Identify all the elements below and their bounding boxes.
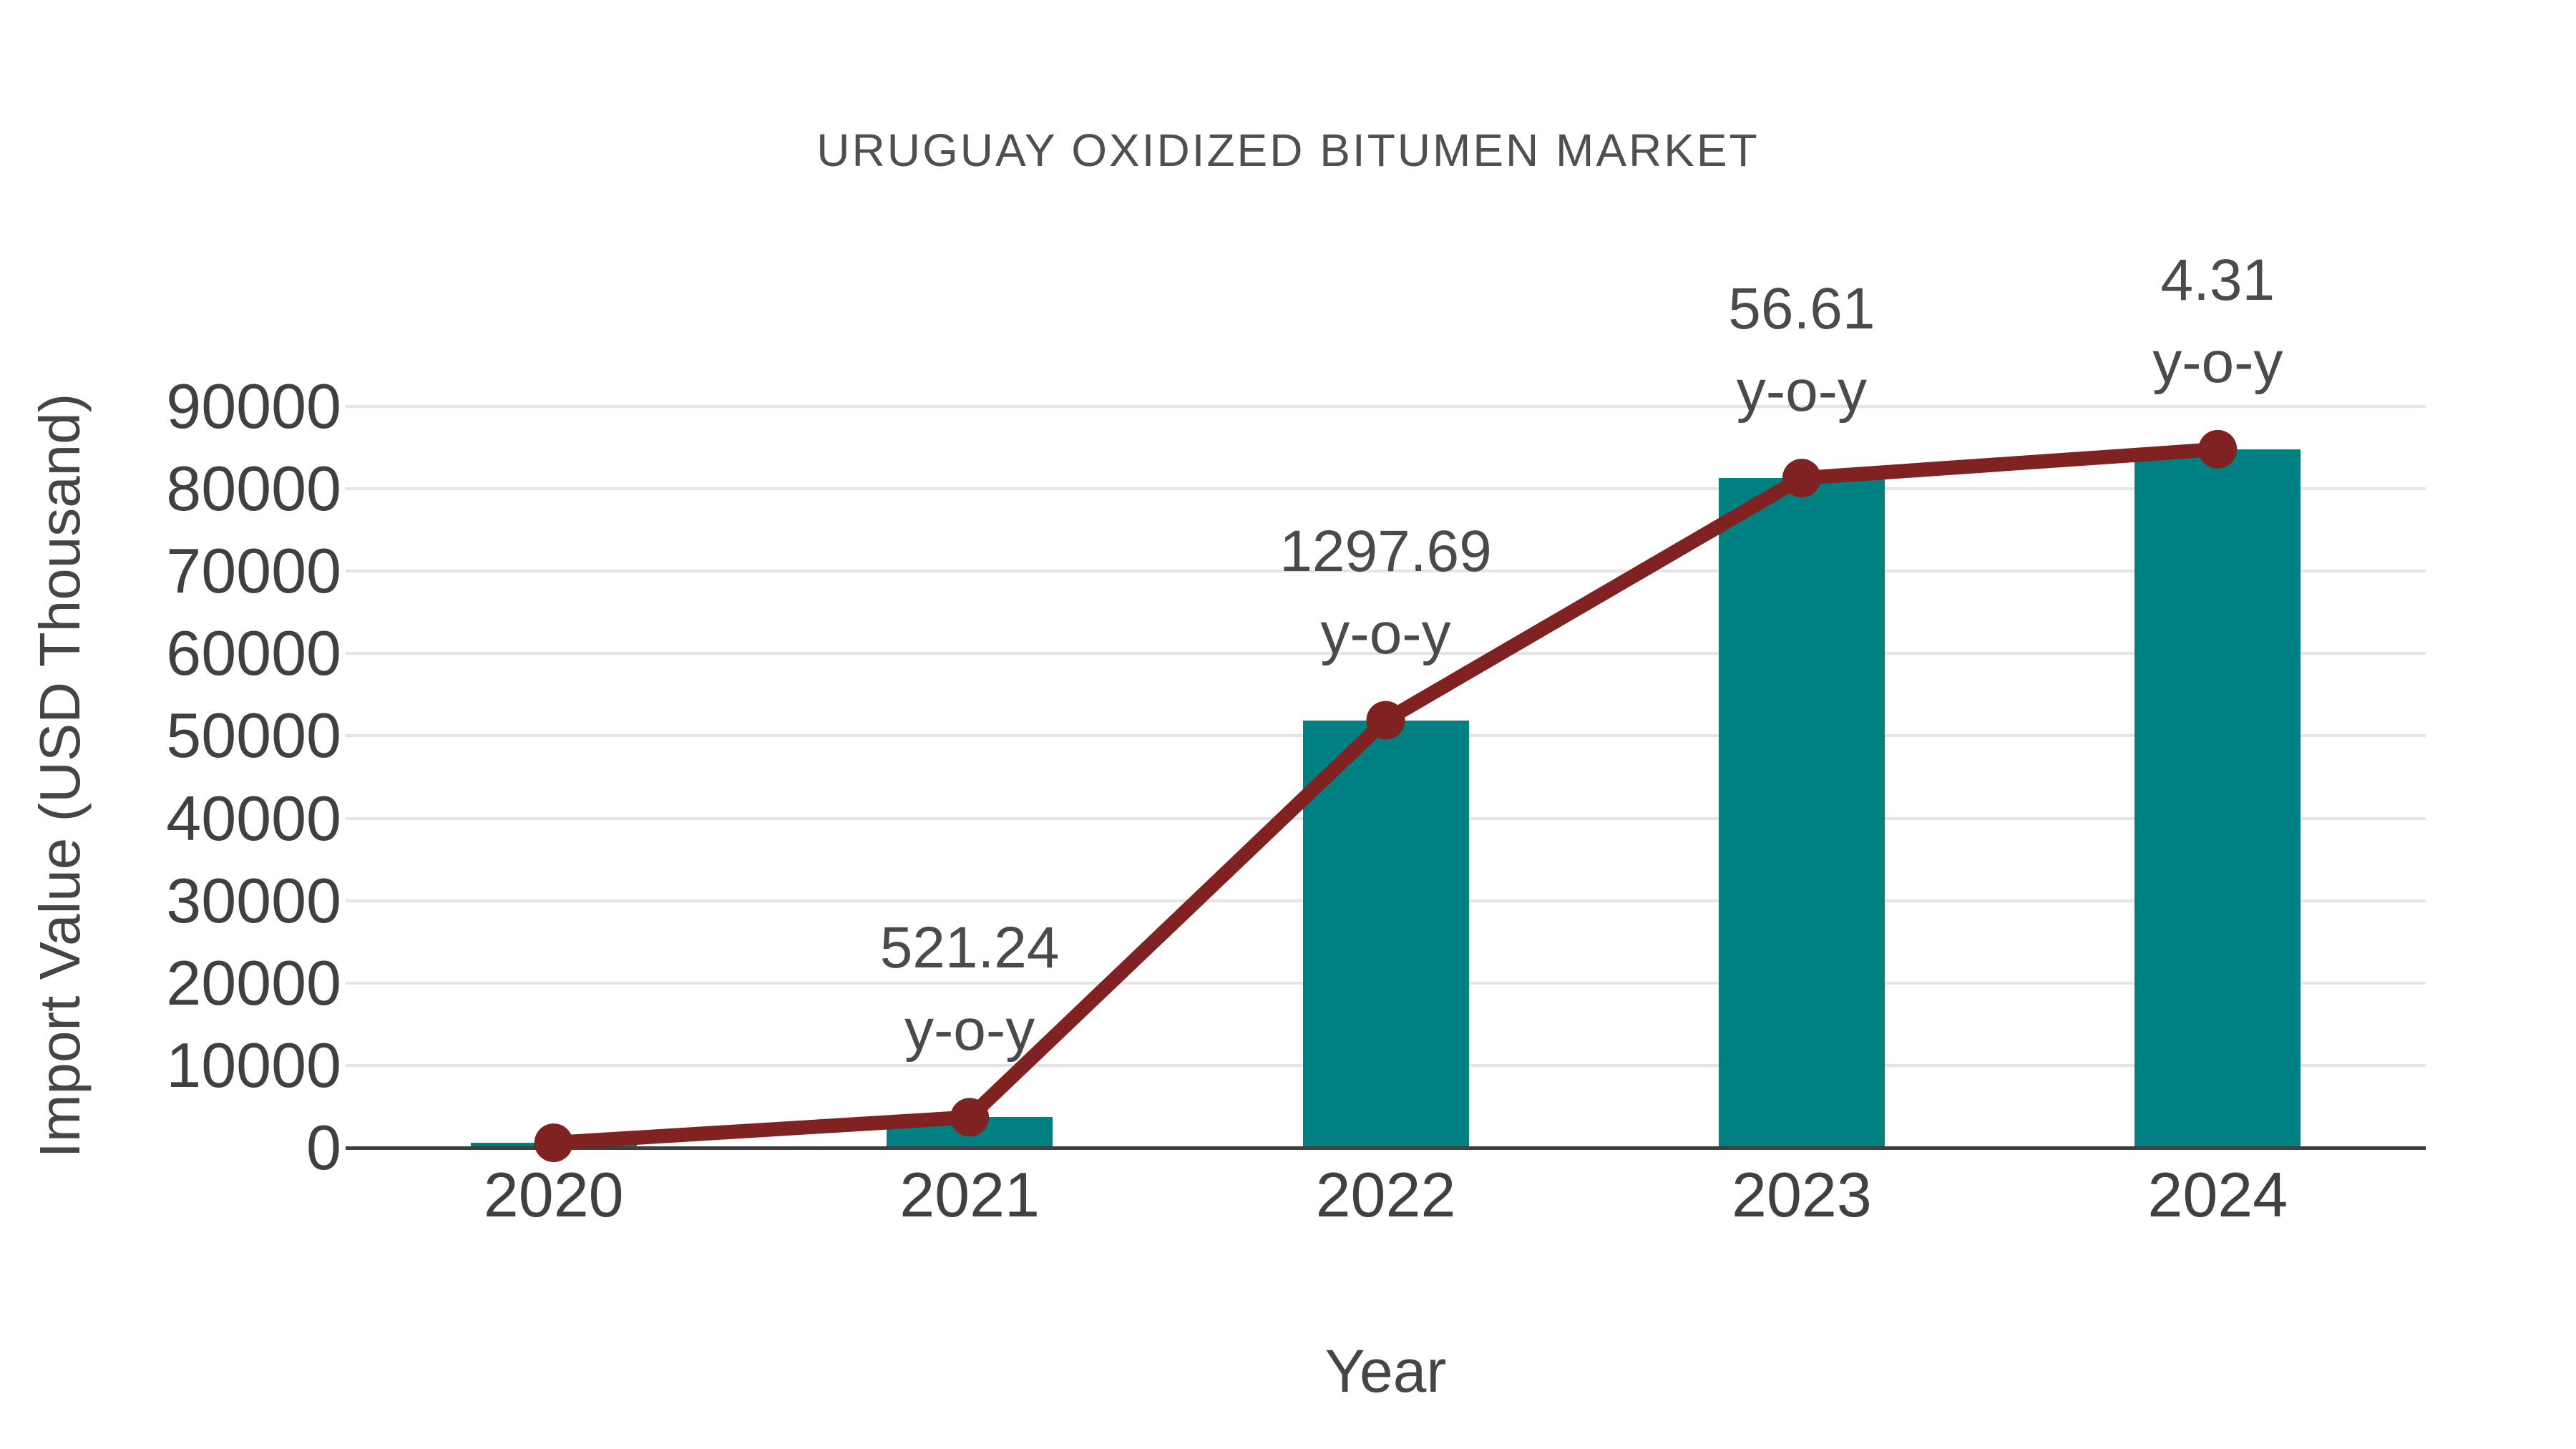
x-tick-label-2024: 2024	[2147, 1159, 2288, 1230]
yoy-annotation-2021: 521.24 y-o-y	[880, 907, 1060, 1071]
y-tick-label-60000: 60000	[166, 618, 341, 689]
yoy-annotation-2024: 4.31 y-o-y	[2152, 239, 2283, 404]
yoy-suffix-2024: y-o-y	[2152, 329, 2283, 395]
y-tick-label-20000: 20000	[166, 947, 341, 1018]
gridline-90000	[346, 405, 2426, 408]
yoy-annotation-2023: 56.61 y-o-y	[1728, 268, 1875, 432]
yoy-suffix-2022: y-o-y	[1320, 600, 1451, 666]
gridline-80000	[346, 487, 2426, 491]
x-tick-label-2022: 2022	[1315, 1159, 1456, 1230]
yoy-annotation-2022: 1297.69 y-o-y	[1279, 510, 1491, 675]
yoy-value-2024: 4.31	[2160, 247, 2275, 313]
y-tick-label-10000: 10000	[166, 1029, 341, 1101]
bar-2021	[887, 1117, 1053, 1148]
yoy-value-2022: 1297.69	[1279, 518, 1492, 584]
yoy-value-2021: 521.24	[879, 915, 1060, 981]
yoy-suffix-2021: y-o-y	[904, 997, 1035, 1063]
y-tick-label-70000: 70000	[166, 535, 341, 607]
bar-2022	[1302, 720, 1469, 1148]
bar-2024	[2135, 449, 2301, 1148]
y-tick-label-50000: 50000	[166, 700, 341, 771]
y-tick-label-30000: 30000	[166, 864, 341, 936]
chart-title: URUGUAY OXIDIZED BITUMEN MARKET	[816, 125, 1760, 176]
y-tick-label-40000: 40000	[166, 782, 341, 854]
x-tick-label-2023: 2023	[1732, 1159, 1872, 1230]
x-axis-line	[346, 1146, 2426, 1150]
y-tick-label-0: 0	[306, 1112, 341, 1183]
y-tick-label-80000: 80000	[166, 453, 341, 525]
yoy-suffix-2023: y-o-y	[1736, 358, 1867, 424]
bar-2023	[1718, 478, 1885, 1148]
x-tick-label-2020: 2020	[483, 1159, 624, 1230]
x-tick-label-2021: 2021	[899, 1159, 1040, 1230]
yoy-value-2023: 56.61	[1728, 276, 1875, 342]
x-axis-label: Year	[1324, 1337, 1447, 1405]
y-tick-label-90000: 90000	[166, 371, 341, 441]
